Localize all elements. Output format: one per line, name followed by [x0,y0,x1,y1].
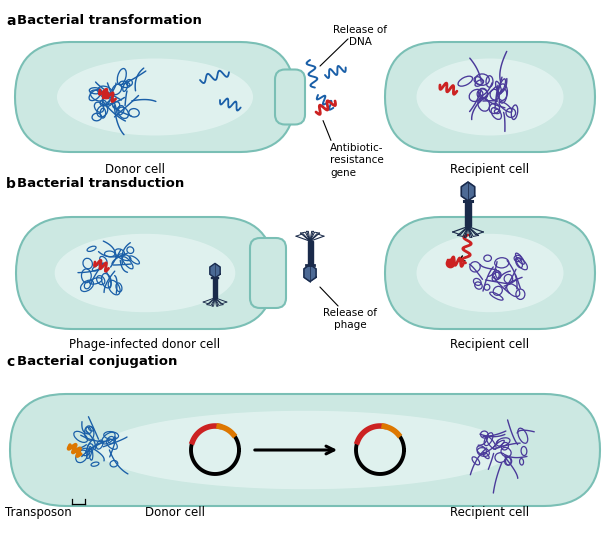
Ellipse shape [55,234,235,312]
Text: a: a [6,14,15,28]
Polygon shape [304,265,316,281]
Ellipse shape [417,59,564,136]
Text: Donor cell: Donor cell [145,506,205,519]
Polygon shape [307,241,312,265]
FancyBboxPatch shape [385,42,595,152]
Ellipse shape [417,234,564,312]
FancyBboxPatch shape [10,394,600,506]
Text: Recipient cell: Recipient cell [450,338,529,351]
Polygon shape [465,201,471,226]
FancyBboxPatch shape [16,217,274,329]
Text: Transposon: Transposon [5,506,72,519]
Text: Release of
DNA: Release of DNA [333,25,387,48]
Ellipse shape [98,411,512,489]
Polygon shape [213,278,217,298]
Text: Donor cell: Donor cell [105,163,165,176]
FancyBboxPatch shape [385,217,595,329]
Text: Phage-infected donor cell: Phage-infected donor cell [70,338,221,351]
FancyBboxPatch shape [15,42,295,152]
Text: c: c [6,355,14,369]
FancyBboxPatch shape [250,238,286,308]
Text: Bacterial conjugation: Bacterial conjugation [17,355,178,368]
Text: Release of
phage: Release of phage [323,308,377,331]
Text: b: b [6,177,16,191]
Text: Recipient cell: Recipient cell [450,506,529,519]
Text: Bacterial transduction: Bacterial transduction [17,177,184,190]
Polygon shape [461,182,475,201]
Text: Antibiotic-
resistance
gene: Antibiotic- resistance gene [330,143,384,178]
FancyBboxPatch shape [275,69,305,124]
Ellipse shape [57,59,253,136]
Polygon shape [210,263,220,278]
Text: Recipient cell: Recipient cell [450,163,529,176]
Text: Bacterial transformation: Bacterial transformation [17,14,202,27]
